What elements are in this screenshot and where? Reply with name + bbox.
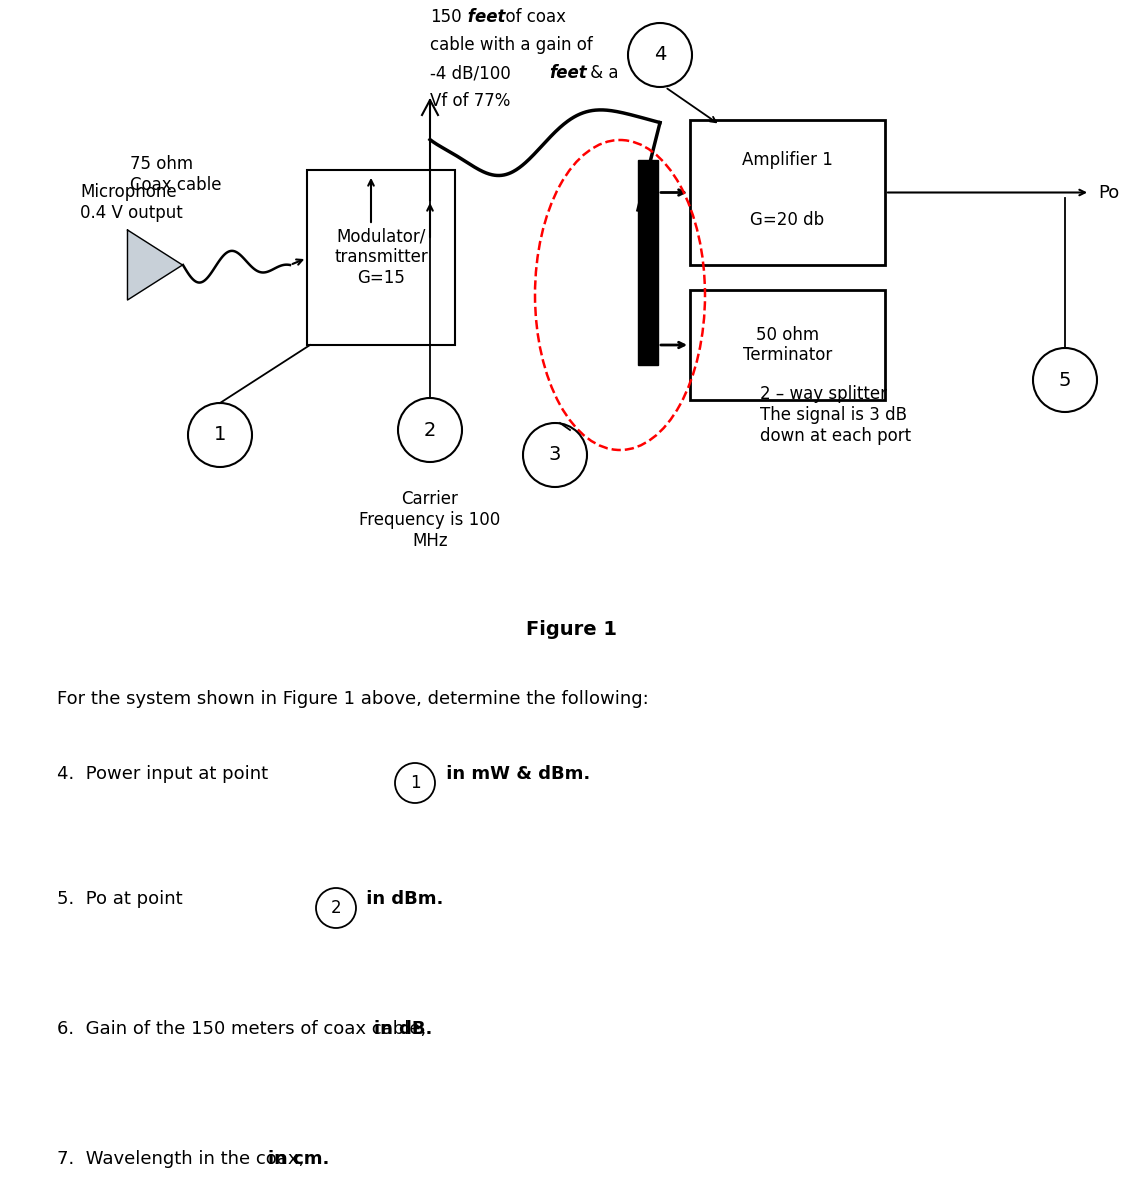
Text: 150: 150 xyxy=(430,8,462,26)
Bar xyxy=(690,120,885,265)
Text: in mW & dBm.: in mW & dBm. xyxy=(440,766,590,782)
Text: of coax: of coax xyxy=(495,8,566,26)
Text: in dB.: in dB. xyxy=(374,1020,432,1038)
Bar xyxy=(638,160,658,365)
Text: 7.  Wavelength in the coax,: 7. Wavelength in the coax, xyxy=(57,1150,310,1168)
Text: in dBm.: in dBm. xyxy=(360,890,444,908)
Text: 5: 5 xyxy=(1058,371,1071,390)
Text: 6.  Gain of the 150 meters of coax cable,: 6. Gain of the 150 meters of coax cable, xyxy=(57,1020,432,1038)
Text: 4: 4 xyxy=(654,46,666,65)
Text: 1: 1 xyxy=(410,774,420,792)
Text: 5.  Po at point: 5. Po at point xyxy=(57,890,183,908)
Text: Figure 1: Figure 1 xyxy=(526,620,618,638)
Text: Po: Po xyxy=(1098,184,1119,202)
Text: 3: 3 xyxy=(549,445,562,464)
Text: Vf of 77%: Vf of 77% xyxy=(430,92,510,110)
Text: Amplifier 1: Amplifier 1 xyxy=(742,151,833,169)
Bar xyxy=(307,170,455,346)
Text: G=20 db: G=20 db xyxy=(750,211,825,229)
Bar xyxy=(690,290,885,400)
Text: cable with a gain of: cable with a gain of xyxy=(430,36,593,54)
Text: Carrier
Frequency is 100
MHz: Carrier Frequency is 100 MHz xyxy=(359,490,501,550)
Polygon shape xyxy=(127,230,183,300)
Text: 1: 1 xyxy=(214,426,227,444)
Text: 2: 2 xyxy=(423,420,436,439)
Text: Microphone
0.4 V output: Microphone 0.4 V output xyxy=(80,182,183,222)
Text: -4 dB/100: -4 dB/100 xyxy=(430,64,516,82)
Text: feet: feet xyxy=(549,64,587,82)
Text: 4.  Power input at point: 4. Power input at point xyxy=(57,766,268,782)
Text: 2 – way splitter
The signal is 3 dB
down at each port: 2 – way splitter The signal is 3 dB down… xyxy=(760,385,911,444)
Text: For the system shown in Figure 1 above, determine the following:: For the system shown in Figure 1 above, … xyxy=(57,690,649,708)
Text: in cm.: in cm. xyxy=(269,1150,329,1168)
Text: 2: 2 xyxy=(331,899,341,917)
Text: Modulator/
transmitter
G=15: Modulator/ transmitter G=15 xyxy=(334,228,428,287)
Text: feet: feet xyxy=(462,8,506,26)
Text: & a: & a xyxy=(585,64,619,82)
Text: 75 ohm
Coax cable: 75 ohm Coax cable xyxy=(130,155,222,193)
Text: 50 ohm
Terminator: 50 ohm Terminator xyxy=(742,325,832,365)
